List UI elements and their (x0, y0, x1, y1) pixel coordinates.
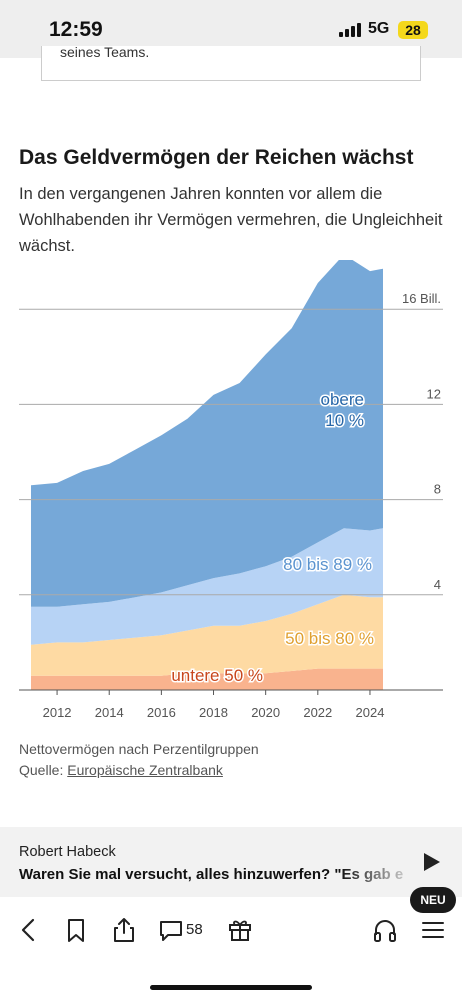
home-indicator (150, 985, 312, 990)
card-text: seines Teams. (60, 46, 150, 60)
x-tick-label: 2016 (147, 705, 176, 720)
battery-indicator: 28 (398, 21, 428, 39)
x-tick-label: 2020 (251, 705, 280, 720)
status-time: 12:59 (49, 18, 103, 41)
area-3 (31, 260, 383, 607)
share-icon[interactable] (109, 915, 139, 945)
x-tick-label: 2012 (43, 705, 72, 720)
x-tick-label: 2024 (356, 705, 385, 720)
series-label: obere (321, 390, 364, 409)
teaser-title[interactable]: Waren Sie mal versucht, alles hinzuwerfe… (19, 866, 404, 883)
audio-teaser[interactable]: Robert Habeck Waren Sie mal versucht, al… (0, 827, 462, 897)
y-tick-label: 12 (427, 386, 441, 401)
x-tick-label: 2014 (95, 705, 124, 720)
area-2 (31, 528, 383, 645)
y-tick-label: 8 (434, 482, 441, 497)
headphones-icon[interactable] (370, 915, 400, 945)
x-tick-label: 2018 (199, 705, 228, 720)
back-icon[interactable] (14, 915, 44, 945)
teaser-fade (340, 864, 420, 888)
bottom-toolbar: 58 (0, 897, 462, 1000)
comment-icon[interactable] (156, 915, 186, 945)
menu-icon[interactable] (418, 915, 448, 945)
teaser-author: Robert Habeck (19, 844, 116, 860)
new-badge: NEU (410, 887, 456, 913)
chart-subhead: In den vergangenen Jahren konnten vor al… (19, 185, 443, 255)
y-tick-label: 16 Bill. (402, 291, 441, 306)
network-label: 5G (368, 20, 390, 37)
play-icon[interactable] (424, 853, 440, 871)
previous-content-card: seines Teams. (41, 46, 421, 81)
x-tick-label: 2022 (303, 705, 332, 720)
signal-icon (339, 22, 363, 37)
series-label: 50 bis 80 % (285, 629, 374, 648)
area-0 (31, 668, 383, 690)
source-link[interactable]: Europäische Zentralbank (67, 762, 223, 778)
chart-headline: Das Geldvermögen der Reichen wächst (19, 146, 414, 169)
source-label: Quelle: (19, 762, 64, 778)
gift-icon[interactable] (225, 915, 255, 945)
series-label: 10 % (325, 411, 364, 430)
series-label: 80 bis 89 % (283, 555, 372, 574)
chart-note: Nettovermögen nach Perzentilgruppen Quel… (19, 739, 259, 781)
area-1 (31, 594, 383, 676)
series-label: untere 50 % (171, 666, 263, 685)
comment-count[interactable]: 58 (186, 921, 203, 938)
chart-caption: Nettovermögen nach Perzentilgruppen (19, 741, 259, 757)
wealth-area-chart: 4 8 12 16 Bill. 2012 2014 2016 2018 2020 2022 2024… (19, 260, 443, 720)
y-tick-label: 4 (434, 577, 441, 592)
bookmark-icon[interactable] (61, 915, 91, 945)
